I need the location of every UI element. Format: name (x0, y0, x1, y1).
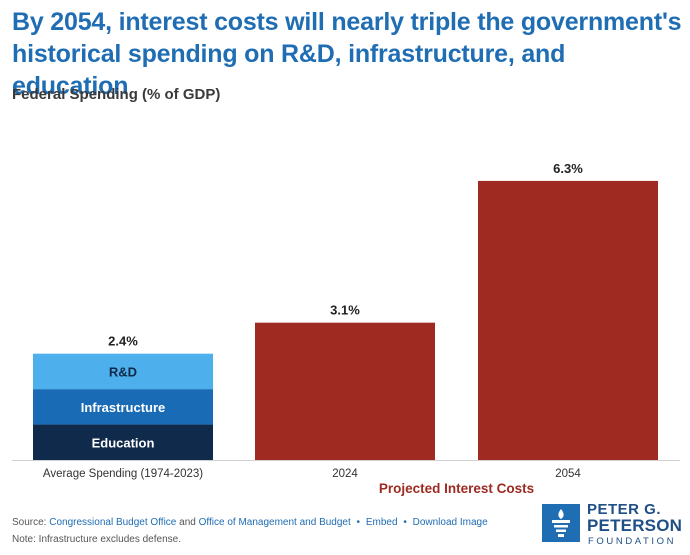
source-cbo-link[interactable]: Congressional Budget Office (49, 517, 177, 528)
data-label: 6.3% (553, 161, 583, 176)
logo-line-1: PETER G. (587, 501, 662, 518)
chart-footer: Source: Congressional Budget Office and … (12, 514, 488, 548)
bar-interest-2054 (478, 180, 658, 460)
source-omb-link[interactable]: Office of Management and Budget (198, 517, 351, 528)
note-text: Note: Infrastructure excludes defense. (12, 534, 181, 545)
bar-interest-2024 (255, 322, 435, 460)
chart-title: By 2054, interest costs will nearly trip… (12, 8, 682, 100)
segment-label: R&D (109, 364, 137, 379)
data-label: 3.1% (330, 303, 360, 318)
source-line: Source: Congressional Budget Office and … (12, 514, 488, 531)
bar-segment-infrastructure (33, 389, 213, 425)
segment-label: Education (92, 435, 155, 450)
x-tick-label: Average Spending (1974-2023) (43, 468, 203, 480)
download-image-link[interactable]: Download Image (412, 517, 488, 528)
bar-segment-r-d (33, 353, 213, 390)
source-and: and (179, 517, 196, 528)
segment-label: Infrastructure (81, 400, 166, 415)
chart-subtitle: Federal Spending (% of GDP) (12, 86, 221, 103)
logo-line-2: PETERSON (587, 516, 683, 535)
bar-chart: Education Infrastructure R&D 2.4% 3.1% 6.3% Av… (12, 161, 680, 496)
source-prefix: Source: (12, 517, 47, 528)
torch-icon (542, 504, 580, 542)
group-label: Projected Interest Costs (379, 481, 534, 496)
bar-segment-education (33, 424, 213, 460)
peterson-foundation-logo[interactable]: PETER G. PETERSON FOUNDATION (542, 500, 687, 550)
embed-link[interactable]: Embed (365, 517, 398, 528)
separator-dot: • (403, 517, 407, 528)
logo-line-3: FOUNDATION (588, 536, 677, 547)
x-tick-label: 2024 (332, 468, 358, 480)
x-tick-label: 2054 (555, 468, 581, 480)
separator-dot: • (356, 517, 361, 528)
data-label: 2.4% (108, 334, 138, 349)
